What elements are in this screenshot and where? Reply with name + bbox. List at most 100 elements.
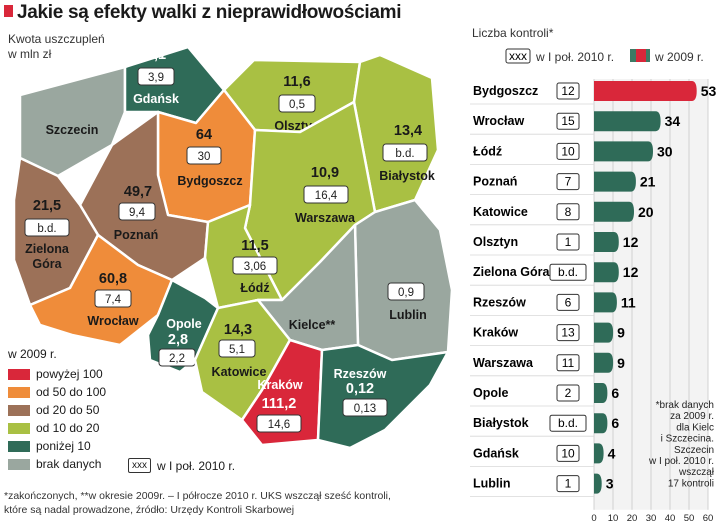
legend-box-key: xxx w I poł. 2010 r.	[128, 458, 235, 473]
bar-2009	[594, 473, 602, 494]
bar-2009	[594, 232, 619, 252]
region-zielona-name: Zielona	[25, 242, 70, 256]
count-2010-value: 10	[561, 446, 575, 460]
chart-note-line: i Szczecina.	[661, 434, 714, 445]
bar-value-label: 6	[611, 415, 619, 431]
region-lublin-box-value: 0,9	[398, 287, 414, 299]
region-wroclaw-box	[94, 289, 132, 308]
category-label: Opole	[473, 386, 508, 400]
chart-legend-bar-swatch	[630, 49, 650, 62]
count-2010-box	[556, 173, 580, 191]
legend-swatch	[8, 368, 30, 380]
bar-2009	[594, 443, 604, 464]
legend-label: brak danych	[36, 457, 102, 471]
bar-2009	[594, 292, 617, 313]
region-zielona-value: 21,5	[33, 198, 61, 214]
legend-items: powyżej 100 od 50 do 100 od 20 do 50 od 10 …	[8, 365, 106, 473]
legend-item: poniżej 10	[8, 437, 106, 455]
bar-value-label: 6	[611, 385, 619, 401]
bar-2009	[594, 322, 614, 343]
region-olsztyn-value: 11,6	[283, 74, 310, 90]
bar-value-label: 9	[617, 325, 625, 341]
chart-legend-box-label: w I poł. 2010 r.	[535, 50, 614, 64]
x-tick-label: 20	[627, 513, 638, 524]
count-2010-box	[556, 112, 580, 130]
region-opole-box-value: 2,2	[169, 353, 185, 365]
region-wroclaw-name: Wrocław	[87, 314, 138, 328]
title-text: Jakie są efekty walki z nieprawidłowości…	[17, 2, 402, 23]
region-gdansk-value: 0,1	[146, 47, 166, 63]
count-2010-box	[556, 293, 580, 311]
category-label: Rzeszów	[473, 295, 526, 309]
bar-value-label: 53	[701, 83, 717, 99]
legend-swatch	[8, 404, 30, 416]
region-katowice-value: 14,3	[224, 322, 252, 338]
region-krakow-name: Kraków	[257, 378, 302, 392]
bar-value-label: 12	[623, 264, 639, 280]
region-katowice-box-value: 5,1	[229, 344, 245, 356]
chart-legend-box	[505, 48, 531, 64]
legend-title: w 2009 r.	[8, 347, 57, 361]
region-rzeszow-box	[342, 398, 388, 417]
category-label: Gdańsk	[473, 446, 519, 460]
bar-value-label: 12	[623, 234, 639, 250]
count-2010-box	[549, 263, 587, 281]
legend-item: brak danych	[8, 455, 106, 473]
legend-item: od 10 do 20	[8, 419, 106, 437]
bar-2009	[594, 262, 619, 283]
x-tick-label: 60	[703, 513, 714, 524]
bar-2009	[594, 201, 634, 222]
region-krakow-value: 111,2	[262, 396, 297, 412]
chart-legend-bar-accent	[636, 49, 646, 62]
footnote-line1: *zakończonych, **w okresie 2009r. – I pó…	[4, 490, 391, 502]
region-bydgoszcz-name: Bydgoszcz	[177, 174, 242, 188]
category-label: Wrocław	[473, 114, 524, 128]
count-2010-box	[556, 82, 580, 100]
region-olsztyn-box	[278, 94, 316, 113]
count-2010-value: 1	[565, 235, 572, 249]
region-warszawa-box-value: 16,4	[315, 190, 338, 202]
count-2010-value: 8	[565, 205, 572, 219]
category-label: Poznań	[473, 175, 517, 189]
count-2010-box	[556, 324, 580, 342]
region-lublin-box	[387, 282, 425, 301]
region-gdansk: 0,1 3,9 Gdańsk	[123, 45, 226, 125]
count-2010-value: 2	[565, 386, 572, 400]
region-lodz-value: 11,5	[241, 238, 268, 254]
chart-legend-bar-label: w 2009 r.	[654, 50, 704, 64]
region-lodz: 11,5 3,06 Łódź	[203, 203, 284, 310]
region-katowice-name: Katowice	[212, 365, 267, 379]
count-2010-box	[556, 142, 580, 160]
region-opole: 2,8 2,2 Opole	[146, 278, 220, 374]
bar-value-label: 21	[640, 174, 656, 190]
bar-2009	[594, 171, 636, 192]
category-label: Lublin	[473, 477, 511, 491]
region-bydgoszcz: 64 30 Bydgoszcz	[156, 88, 257, 224]
region-opole-value: 2,8	[168, 332, 188, 348]
chart-note-line: za 2009 r.	[670, 411, 714, 422]
region-zielona-box-value: b.d.	[37, 223, 56, 235]
region-olsztyn-box-value: 0,5	[289, 99, 305, 111]
legend-label: poniżej 10	[36, 439, 91, 453]
bar-2009	[594, 141, 653, 162]
region-rzeszow-shape	[316, 343, 450, 450]
region-gdansk-name: Gdańsk	[133, 92, 179, 106]
bar-value-label: 30	[657, 143, 673, 159]
footnote: *zakończonych, **w okresie 2009r. – I pó…	[4, 489, 391, 517]
legend-swatch	[8, 440, 30, 452]
region-wroclaw-value: 60,8	[99, 271, 127, 287]
x-tick-label: 0	[591, 513, 596, 524]
region-wroclaw: 60,8 7,4 Wrocław	[28, 233, 174, 347]
x-tick-label: 10	[608, 513, 619, 524]
region-lublin: 0,9 Lublin	[353, 198, 454, 362]
legend-swatch	[8, 458, 30, 470]
region-bydgoszcz-value: 64	[196, 127, 212, 143]
bar-value-label: 9	[617, 355, 625, 371]
x-tick-label: 40	[665, 513, 676, 524]
region-bialystok-value: 13,4	[394, 123, 422, 139]
legend-label: od 10 do 20	[36, 421, 100, 435]
region-krakow-box	[256, 414, 302, 433]
chart-note-line: 17 kontroli	[668, 478, 714, 489]
count-2010-value: b.d.	[558, 416, 578, 430]
